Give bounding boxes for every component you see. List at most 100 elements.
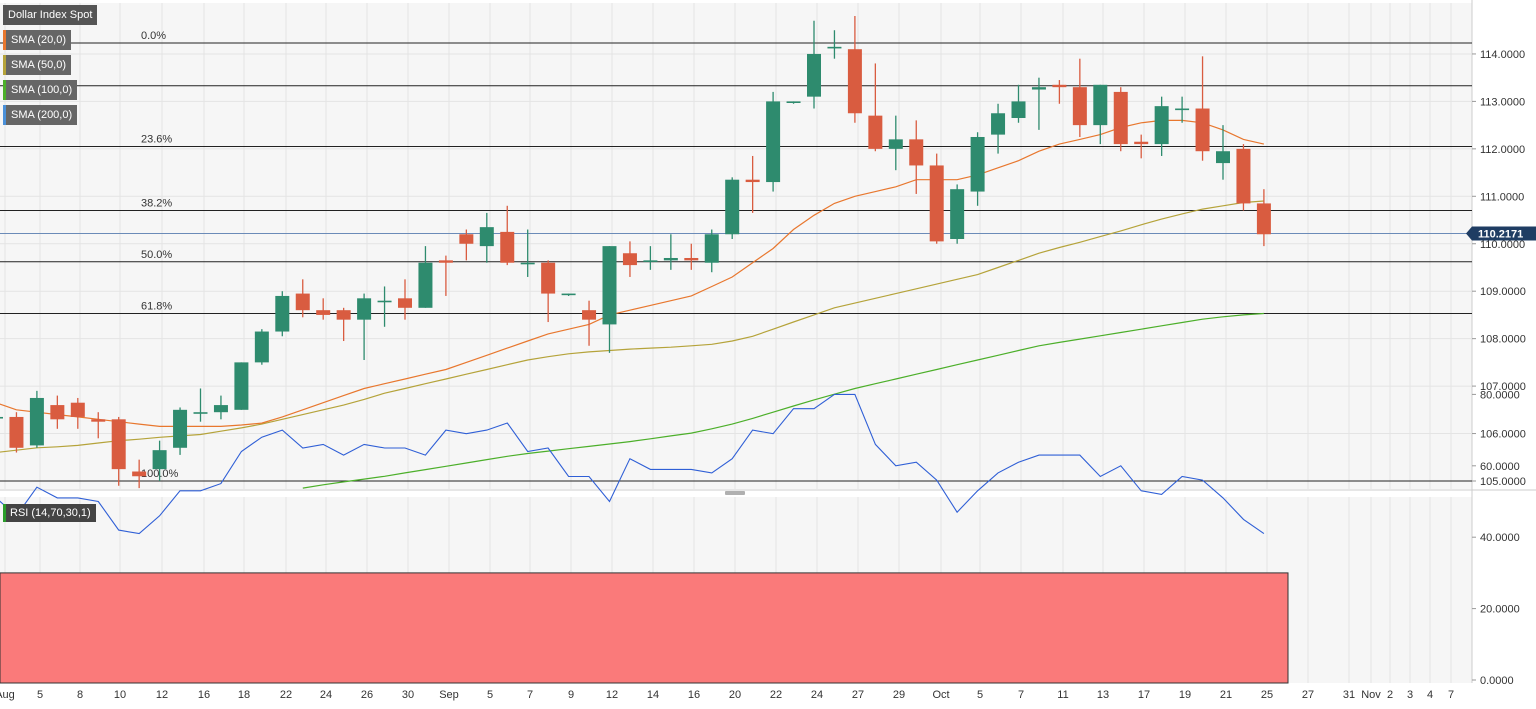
x-tick-label: 22 — [770, 689, 782, 701]
candle-body — [193, 412, 208, 414]
candle-body — [725, 179, 740, 235]
candle-body — [786, 101, 801, 103]
candle — [111, 416, 126, 486]
candle-body — [847, 49, 862, 114]
candle-body — [479, 227, 494, 247]
candle — [602, 246, 617, 353]
candle — [561, 293, 576, 296]
x-tick-label: 13 — [1097, 689, 1109, 701]
rsi-label[interactable]: RSI (14,70,30,1) — [3, 504, 96, 522]
candle-body — [275, 295, 290, 332]
x-tick-label: 26 — [361, 689, 373, 701]
candle — [1256, 189, 1271, 247]
candle-body — [234, 362, 249, 410]
candle — [1134, 134, 1149, 159]
candle-body — [1052, 84, 1067, 88]
x-tick-label: 25 — [1261, 689, 1273, 701]
rsi-y-tick-label: 0.0000 — [1480, 675, 1514, 687]
current-price-marker-text: 110.2171 — [1478, 228, 1523, 240]
candle-body — [438, 260, 453, 263]
x-tick-label: 9 — [568, 689, 574, 701]
x-tick-label: 27 — [852, 689, 864, 701]
sma-20-line — [0, 119, 1265, 427]
candle-body — [745, 179, 760, 183]
y-tick-label: 105.0000 — [1480, 476, 1526, 488]
candle — [1175, 96, 1190, 123]
candle — [459, 229, 474, 261]
candle — [213, 395, 228, 420]
rsi-y-tick-label: 80.0000 — [1480, 389, 1520, 401]
candle-body — [418, 262, 433, 308]
candle-body — [909, 139, 924, 166]
x-tick-label: 17 — [1138, 689, 1150, 701]
current-price-marker: 110.2171 — [1466, 226, 1536, 241]
x-tick-label: 2 — [1387, 689, 1393, 701]
candle — [663, 234, 678, 270]
candle-body — [254, 331, 269, 363]
legend-sma-200[interactable]: SMA (200,0) — [3, 105, 78, 125]
candle — [684, 243, 699, 270]
legend-sma-100[interactable]: SMA (100,0) — [3, 80, 78, 100]
candle-body — [111, 419, 126, 470]
legend-title[interactable]: Dollar Index Spot — [3, 5, 98, 25]
x-tick-label: 12 — [606, 689, 618, 701]
x-tick-label: 7 — [527, 689, 533, 701]
candle — [847, 15, 862, 123]
fibonacci-label: 50.0% — [141, 249, 172, 261]
legend-sma-20[interactable]: SMA (20,0) — [3, 30, 72, 50]
legend: Dollar Index Spot SMA (20,0) SMA (50,0) … — [3, 5, 98, 130]
y-tick-label: 110.0000 — [1480, 239, 1525, 251]
candle-body — [9, 416, 24, 448]
candle-body — [1113, 91, 1128, 145]
candle — [173, 407, 188, 455]
candle-body — [807, 53, 821, 97]
candle-body — [1216, 151, 1230, 164]
candle — [1195, 56, 1210, 161]
candle — [438, 255, 453, 296]
x-tick-label: 16 — [688, 689, 700, 701]
candle-body — [377, 300, 392, 303]
fibonacci-label: 0.0% — [141, 30, 166, 42]
current-price-marker-bg — [1466, 226, 1536, 241]
x-tick-label: 18 — [238, 689, 250, 701]
candle — [295, 279, 310, 318]
candle — [132, 459, 147, 489]
legend-sma-20-label: SMA (20,0) — [11, 34, 67, 46]
x-tick-label: 11 — [1057, 689, 1068, 701]
candle-body — [704, 234, 719, 263]
candle-body — [0, 416, 3, 419]
legend-swatch-sma-100 — [3, 80, 6, 100]
y-tick-label: 109.0000 — [1480, 286, 1526, 298]
candle — [970, 132, 985, 206]
candle — [377, 286, 392, 327]
candle — [1011, 84, 1026, 123]
x-tick-label: 14 — [647, 689, 659, 701]
candle-body — [582, 310, 597, 320]
candle-body — [1256, 203, 1271, 235]
x-tick-label: 5 — [487, 689, 493, 701]
axis-bg — [1472, 0, 1536, 709]
y-tick-label: 107.0000 — [1480, 381, 1526, 393]
legend-sma-50[interactable]: SMA (50,0) — [3, 55, 72, 75]
candle — [929, 153, 944, 244]
legend-sma-100-label: SMA (100,0) — [11, 84, 73, 96]
x-tick-label: 7 — [1448, 689, 1454, 701]
candle-body — [1236, 148, 1251, 204]
x-tick-label: 10 — [114, 689, 126, 701]
candle-body — [1175, 108, 1190, 111]
candle — [745, 155, 760, 213]
candle-body — [500, 231, 515, 263]
candle — [541, 260, 556, 323]
x-tick-label: 4 — [1427, 689, 1433, 701]
x-tick-label: 12 — [156, 689, 168, 701]
candle — [1093, 84, 1108, 145]
candle — [1072, 58, 1087, 137]
candle — [0, 416, 3, 419]
candle-body — [459, 234, 474, 244]
candle-body — [91, 419, 106, 422]
x-tick-label: 27 — [1302, 689, 1314, 701]
rsi-swatch — [3, 504, 6, 522]
candle — [50, 395, 65, 429]
candle — [807, 20, 821, 109]
